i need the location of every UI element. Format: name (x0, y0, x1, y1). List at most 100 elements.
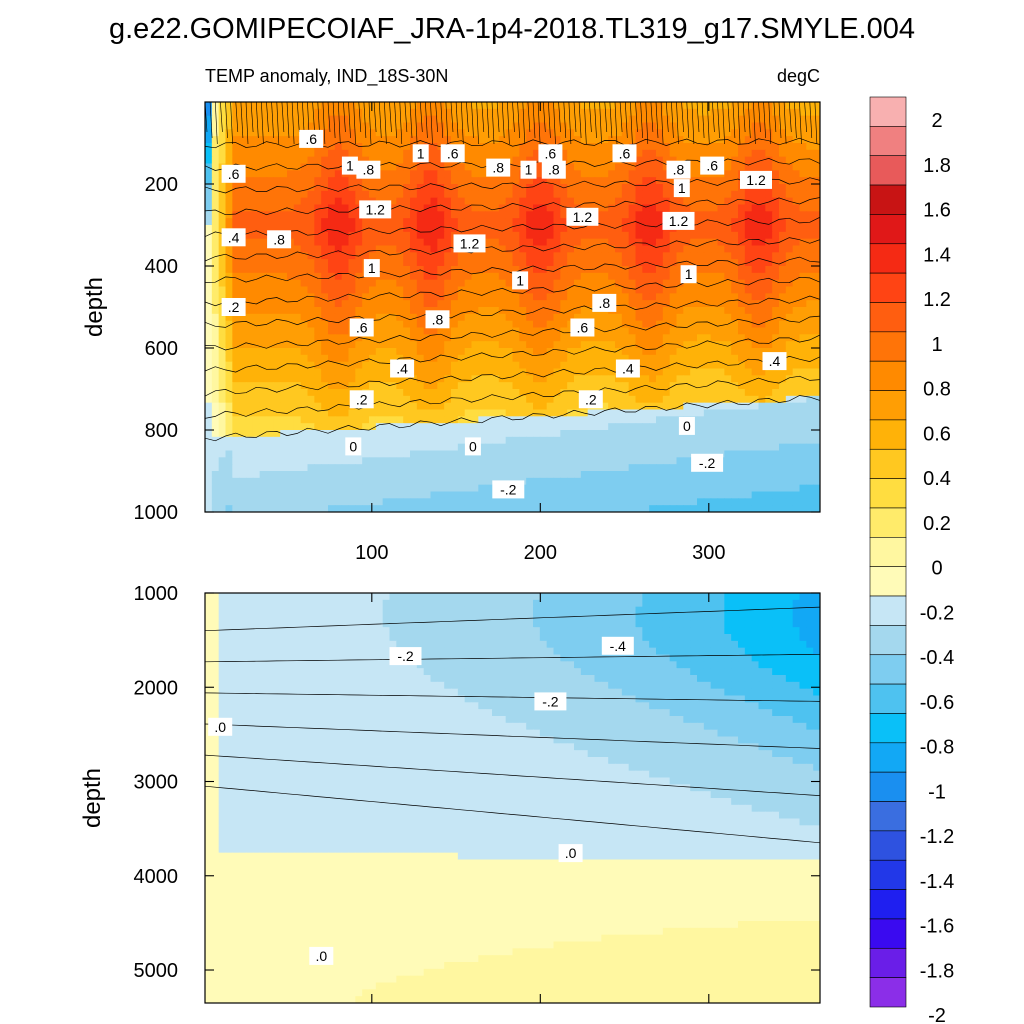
field-cell (369, 464, 377, 472)
field-cell (396, 450, 404, 458)
field-cell (259, 464, 268, 472)
field-cell (314, 149, 322, 158)
field-cell (225, 395, 233, 404)
field-cell (252, 266, 261, 274)
field-cell (430, 409, 438, 417)
field-cell (656, 375, 664, 383)
field-cell (806, 143, 814, 151)
field-cell (478, 136, 486, 144)
field-cell (717, 204, 725, 212)
field-cell (348, 266, 356, 274)
field-cell (259, 471, 268, 479)
field-cell (710, 361, 719, 370)
field-cell (498, 279, 507, 288)
field-cell (615, 293, 623, 301)
field-cell (211, 354, 220, 363)
field-cell (553, 300, 561, 308)
field-cell (239, 382, 247, 390)
field-cell (300, 430, 309, 438)
field-cell (423, 252, 432, 260)
field-cell (457, 450, 466, 458)
field-cell (649, 409, 657, 417)
field-cell (615, 170, 623, 178)
field-cell (669, 402, 678, 411)
field-cell (328, 129, 336, 137)
field-cell (437, 443, 445, 452)
field-cell (519, 416, 527, 424)
field-cell (813, 334, 820, 342)
field-cell (553, 402, 561, 411)
field-cell (457, 477, 466, 486)
field-cell (806, 464, 814, 472)
field-cell (334, 286, 343, 294)
field-cell (205, 156, 213, 165)
field-cell (731, 170, 739, 178)
field-cell (266, 122, 274, 130)
field-cell (430, 416, 438, 424)
field-cell (806, 108, 814, 117)
field-cell (799, 238, 807, 247)
field-cell (362, 307, 370, 315)
field-cell (526, 430, 534, 438)
field-cell (498, 211, 507, 219)
field-cell (300, 382, 309, 390)
field-cell (389, 436, 397, 445)
field-cell (615, 464, 623, 472)
field-cell (280, 443, 288, 452)
field-cell (574, 136, 582, 144)
field-cell (239, 320, 247, 329)
field-cell (560, 204, 568, 212)
field-cell (526, 293, 534, 301)
field-cell (437, 361, 445, 370)
field-cell (307, 450, 315, 458)
field-cell (615, 382, 623, 390)
field-cell (608, 177, 616, 185)
field-cell (649, 143, 657, 151)
field-cell (218, 259, 227, 267)
field-cell (710, 259, 719, 267)
field-cell (717, 238, 725, 247)
field-cell (205, 177, 213, 185)
field-cell (533, 197, 541, 206)
field-cell (232, 245, 240, 253)
field-cell (772, 443, 780, 452)
field-cell (287, 170, 295, 178)
field-cell (751, 122, 760, 130)
field-cell (526, 313, 534, 322)
field-cell (457, 129, 466, 137)
field-cell (423, 354, 432, 363)
field-cell (580, 313, 589, 322)
field-cell (772, 136, 780, 144)
field-cell (451, 443, 459, 452)
field-cell (724, 279, 732, 288)
field-cell (662, 149, 671, 158)
field-cell (416, 334, 425, 342)
field-cell (341, 129, 350, 137)
field-cell (382, 286, 391, 294)
field-cell (498, 143, 507, 151)
field-cell (683, 197, 691, 206)
field-cell (300, 115, 309, 124)
field-cell (697, 115, 705, 124)
field-cell (403, 327, 411, 335)
field-cell (519, 190, 527, 199)
field-cell (225, 211, 233, 219)
field-cell (314, 245, 322, 253)
field-cell (717, 177, 725, 185)
field-cell (683, 436, 691, 445)
field-cell (662, 204, 671, 212)
field-cell (574, 129, 582, 137)
field-cell (574, 382, 582, 390)
field-cell (239, 348, 247, 356)
field-cell (608, 334, 616, 342)
field-cell (252, 307, 261, 315)
field-cell (594, 348, 602, 356)
field-cell (553, 136, 561, 144)
field-cell (772, 129, 780, 137)
field-cell (232, 361, 240, 370)
field-cell (662, 238, 671, 247)
field-cell (553, 252, 561, 260)
field-cell (485, 177, 493, 185)
field-cell (608, 361, 616, 370)
field-cell (246, 368, 254, 376)
